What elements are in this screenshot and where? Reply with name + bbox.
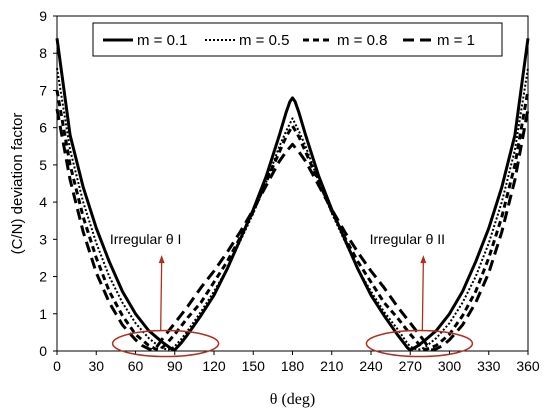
y-tick-label: 8 [39,45,47,61]
y-tick-label: 7 [39,82,47,98]
y-tick-label: 6 [39,120,47,136]
x-tick-label: 330 [477,358,501,374]
annotation-ellipse-2 [365,329,474,358]
x-tick-label: 180 [281,358,305,374]
x-tick-label: 360 [516,358,540,374]
legend-label-2: m = 0.5 [239,32,289,49]
y-tick-label: 2 [39,269,47,285]
y-tick-label: 1 [39,306,47,322]
y-axis-label: (C/N) deviation factor [9,113,26,255]
x-tick-label: 240 [359,358,383,374]
y-tick-label: 9 [39,8,47,24]
tick-labels: 0 30 60 90 120 150 180 210 240 270 300 330 360 0 1 2 3 4 5… [39,8,540,374]
x-tick-label: 270 [399,358,423,374]
annotation-label-1: Irregular θ I [110,231,182,247]
annotations: Irregular θ I Irregular θ II [110,231,474,358]
legend-label-4: m = 1 [437,32,475,49]
annotation-arrowhead-2 [420,255,427,264]
annotation-arrow-2 [421,262,424,331]
annotation-label-2: Irregular θ II [370,231,445,247]
series-line-2 [56,67,529,351]
x-tick-label: 60 [128,358,144,374]
annotation-arrowhead-1 [158,255,165,264]
legend-label-3: m = 0.8 [337,32,387,49]
y-tick-label: 4 [39,194,47,210]
x-tick-label: 0 [53,358,61,374]
y-tick-label: 5 [39,157,47,173]
legend-label-1: m = 0.1 [137,32,187,49]
y-tick-label: 3 [39,231,47,247]
series-line-4 [55,108,530,352]
x-tick-label: 120 [202,358,226,374]
x-axis-label: θ (deg) [270,391,315,408]
legend: m = 0.1 m = 0.5 m = 0.8 m = 1 [92,22,503,57]
x-tick-label: 30 [88,358,104,374]
series-line-1 [55,38,530,352]
x-tick-label: 90 [167,358,183,374]
series-group [55,38,530,352]
x-tick-label: 210 [320,358,344,374]
legend-box [92,22,503,57]
x-tick-label: 150 [242,358,266,374]
annotation-arrow-1 [160,262,163,331]
annotation-ellipse-1 [111,329,220,358]
x-tick-label: 300 [438,358,462,374]
series-line-3 [55,90,530,351]
y-tick-label: 0 [39,343,47,359]
